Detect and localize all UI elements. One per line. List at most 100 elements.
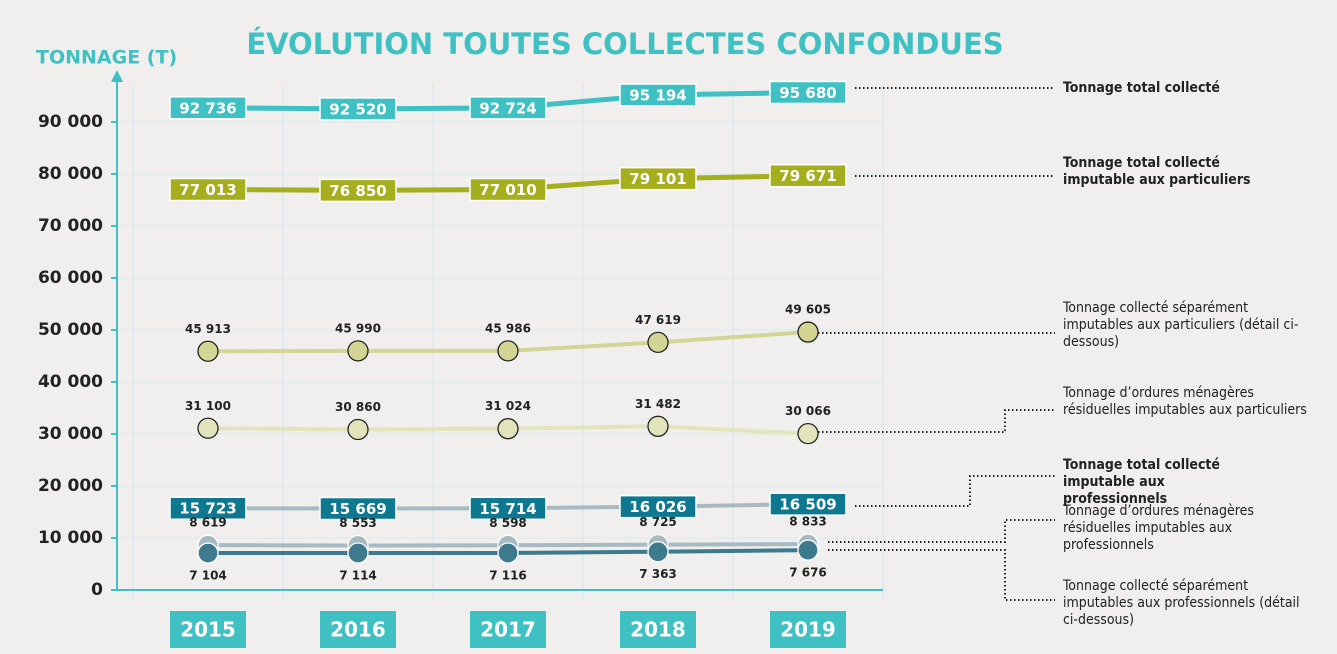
y-tick-label: 0 xyxy=(91,580,103,600)
data-label: 49 605 xyxy=(785,303,831,317)
data-label: 95 680 xyxy=(779,84,836,102)
y-tick-label: 80 000 xyxy=(38,164,103,184)
point xyxy=(347,340,369,362)
y-tick-label: 20 000 xyxy=(38,476,103,496)
point xyxy=(347,542,369,564)
data-label: 8 725 xyxy=(639,515,677,529)
point xyxy=(497,542,519,564)
data-label: 15 714 xyxy=(479,500,536,518)
data-label: 7 116 xyxy=(489,568,527,582)
legend-connector xyxy=(855,475,1055,507)
data-label: 7 114 xyxy=(339,569,377,583)
data-label: 92 736 xyxy=(179,99,236,117)
value-box xyxy=(319,97,397,121)
data-label: 7 104 xyxy=(189,569,227,583)
data-label: 31 482 xyxy=(635,397,681,411)
x-tick-label: 2016 xyxy=(330,618,386,642)
value-box xyxy=(469,177,547,202)
point xyxy=(647,331,669,354)
y-axis-arrow xyxy=(111,70,123,82)
data-label: 16 509 xyxy=(779,496,836,514)
y-tick-label: 30 000 xyxy=(38,424,103,444)
year-box xyxy=(770,611,846,648)
legend-entry: Tonnage collecté séparément imputables a… xyxy=(1063,578,1300,628)
data-label: 77 010 xyxy=(479,181,536,199)
year-box xyxy=(620,611,696,648)
legend-entry: Tonnage collecté séparément imputables a… xyxy=(1063,300,1299,350)
data-label: 30 066 xyxy=(785,404,831,418)
data-label: 77 013 xyxy=(179,181,236,199)
data-label: 8 598 xyxy=(489,516,527,530)
data-label: 95 194 xyxy=(629,86,686,104)
data-label: 45 913 xyxy=(185,322,231,336)
value-box xyxy=(619,166,697,191)
data-label: 92 724 xyxy=(479,99,536,117)
x-tick-label: 2019 xyxy=(780,618,836,642)
value-box xyxy=(619,83,697,107)
legend-connector xyxy=(828,549,1055,601)
y-tick-label: 70 000 xyxy=(38,216,103,236)
point xyxy=(197,417,219,439)
data-label: 15 669 xyxy=(329,500,386,518)
year-box xyxy=(170,611,246,648)
point xyxy=(197,340,219,362)
point xyxy=(347,418,369,441)
value-box xyxy=(169,177,247,202)
point xyxy=(197,542,219,564)
x-tick-label: 2015 xyxy=(180,618,236,642)
data-label: 92 520 xyxy=(329,100,386,118)
legend-entry: Tonnage total collecté imputable aux pro… xyxy=(1063,457,1220,507)
point xyxy=(497,340,519,362)
data-label: 79 671 xyxy=(779,167,836,185)
data-label: 45 990 xyxy=(335,321,381,335)
point xyxy=(497,418,519,440)
value-box xyxy=(169,96,247,120)
y-tick-label: 50 000 xyxy=(38,320,103,340)
data-label: 8 833 xyxy=(789,515,827,529)
data-label: 15 723 xyxy=(179,500,236,518)
data-label: 31 100 xyxy=(185,399,231,413)
data-label: 16 026 xyxy=(629,498,686,516)
point xyxy=(797,423,819,445)
legend-entry: Tonnage d’ordures ménagères résiduelles … xyxy=(1063,503,1254,553)
value-box xyxy=(769,80,847,105)
data-label: 47 619 xyxy=(635,313,681,327)
data-label: 45 986 xyxy=(485,321,531,335)
point xyxy=(647,541,669,563)
chart-title: ÉVOLUTION TOUTES COLLECTES CONFONDUES xyxy=(246,27,1003,61)
point xyxy=(797,539,819,561)
year-box xyxy=(470,611,546,648)
value-box xyxy=(469,496,547,521)
data-label: 30 860 xyxy=(335,400,381,414)
legend-connector xyxy=(818,409,1055,433)
legend-entry: Tonnage total collecté imputable aux par… xyxy=(1063,155,1251,188)
value-box xyxy=(619,494,697,519)
legend-entry: Tonnage d’ordures ménagères résiduelles … xyxy=(1063,385,1307,418)
point xyxy=(647,415,669,437)
data-label: 7 676 xyxy=(789,566,827,580)
data-label: 7 363 xyxy=(639,567,677,581)
data-label: 31 024 xyxy=(485,399,531,413)
year-box xyxy=(320,611,396,648)
data-label: 76 850 xyxy=(329,182,386,200)
legend-entry: Tonnage total collecté xyxy=(1063,80,1220,96)
point xyxy=(797,321,819,343)
y-tick-label: 40 000 xyxy=(38,372,103,392)
value-box xyxy=(769,492,847,516)
y-tick-label: 10 000 xyxy=(38,528,103,548)
legend-connector xyxy=(828,519,1055,543)
value-box xyxy=(169,496,247,520)
data-label: 8 553 xyxy=(339,516,377,530)
value-box xyxy=(769,163,847,188)
value-box xyxy=(319,178,397,203)
data-label: 8 619 xyxy=(189,516,227,530)
x-tick-label: 2018 xyxy=(630,618,686,642)
value-box xyxy=(319,496,397,521)
x-tick-label: 2017 xyxy=(480,618,536,642)
value-box xyxy=(469,96,547,120)
y-tick-label: 90 000 xyxy=(38,112,103,132)
y-tick-label: 60 000 xyxy=(38,268,103,288)
y-axis-label: TONNAGE (T) xyxy=(36,47,177,69)
